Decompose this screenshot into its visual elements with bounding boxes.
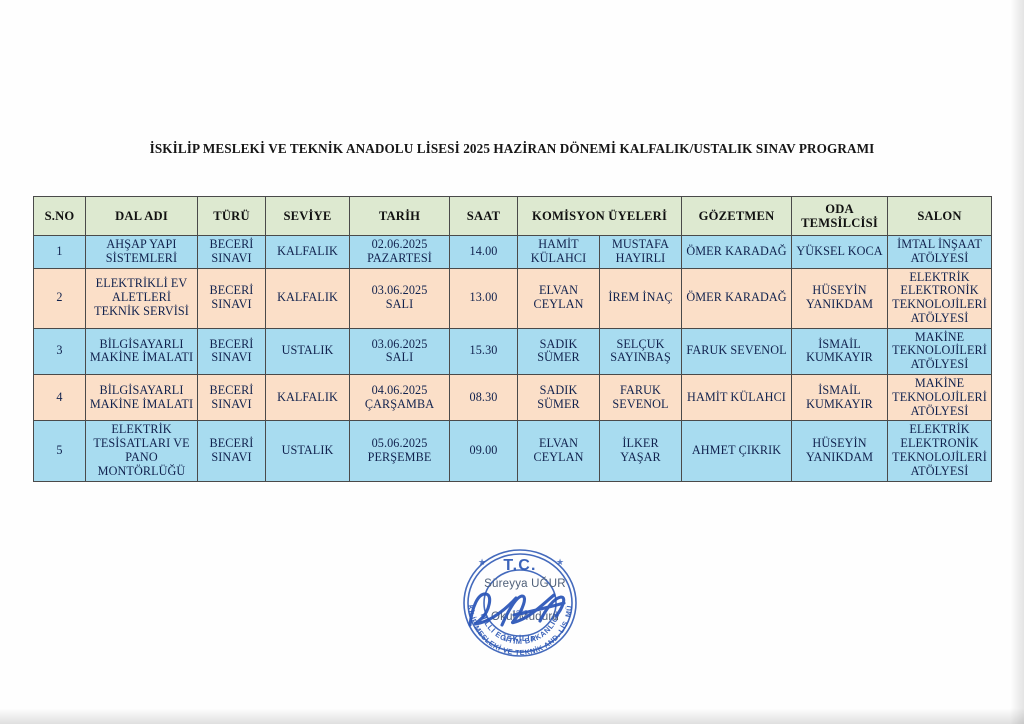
cell-oda-temsilcisi: İSMAİL KUMKAYIR [791, 327, 889, 376]
cell-salon: ELEKTRİK ELEKTRONİK TEKNOLOJİLERİ ATÖLYE… [887, 420, 993, 482]
cell-dal-adi: BİLGİSAYARLI MAKİNE İMALATI [85, 327, 198, 376]
cell-oda-temsilcisi: YÜKSEL KOCA [791, 235, 889, 269]
cell-seviye: USTALIK [265, 420, 350, 482]
column-header-tarih: TARİH [349, 196, 450, 236]
cell-komisyon-uye-2: İLKER YAŞAR [598, 420, 683, 482]
cell-gozetmen: FARUK SEVENOL [681, 327, 793, 376]
cell-dal-adi: ELEKTRİKLİ EV ALETLERİ TEKNİK SERVİSİ [85, 267, 198, 329]
cell-tarih-date: 03.06.2025 [371, 336, 428, 351]
column-header-dal-adi: DAL ADI [85, 196, 198, 236]
cell-turu: BECERİ SINAVI [197, 267, 266, 329]
column-header-gozetmen: GÖZETMEN [681, 196, 793, 236]
cell-seviye: KALFALIK [265, 374, 350, 422]
cell-tarih-date: 02.06.2025 [371, 237, 428, 251]
cell-dal-adi: AHŞAP YAPI SİSTEMLERİ [85, 235, 198, 269]
page-title: İSKİLİP MESLEKİ VE TEKNİK ANADOLU LİSESİ… [149, 141, 875, 156]
cell-seviye: KALFALIK [265, 235, 350, 269]
cell-sno: 3 [33, 327, 86, 376]
column-header-komisyon-uyeleri: KOMİSYON ÜYELERİ [516, 196, 683, 236]
column-header-turu: TÜRÜ [197, 196, 266, 236]
cell-tarih: 05.06.2025 PERŞEMBE [349, 420, 450, 482]
cell-tarih-weekday: ÇARŞAMBA [364, 396, 435, 411]
cell-salon: MAKİNE TEKNOLOJİLERİ ATÖLYESİ [887, 374, 993, 422]
column-header-saat: SAAT [449, 196, 518, 236]
cell-tarih-date: 05.06.2025 [371, 436, 428, 451]
table-row: 3 BİLGİSAYARLI MAKİNE İMALATI BECERİ SINAV… [33, 327, 993, 376]
cell-tarih-weekday: PERŞEMBE [367, 449, 432, 464]
cell-tarih: 02.06.2025 PAZARTESİ [349, 235, 450, 269]
cell-komisyon-uye-1: SADIK SÜMER [517, 327, 600, 376]
cell-komisyon-uye-2: İREM İNAÇ [598, 267, 683, 329]
cell-turu: BECERİ SINAVI [197, 420, 266, 482]
cell-tarih: 03.06.2025 SALI [349, 327, 450, 376]
cell-saat: 13.00 [449, 267, 518, 329]
svg-text:İSKİLİP: İSKİLİP [504, 634, 536, 643]
exam-schedule-table: S.NO DAL ADI TÜRÜ SEVİYE TARİH SAAT KOMİ… [33, 196, 993, 482]
table-header-row: S.NO DAL ADI TÜRÜ SEVİYE TARİH SAAT KOMİ… [33, 196, 993, 236]
cell-komisyon-uye-2: SELÇUK SAYINBAŞ [598, 327, 683, 376]
column-header-oda-temsilcisi: ODA TEMSİLCİSİ [791, 196, 889, 236]
scan-edge-shadow-bottom [0, 708, 1024, 724]
cell-saat: 09.00 [449, 420, 518, 482]
cell-gozetmen: ÖMER KARADAĞ [681, 235, 793, 269]
cell-tarih-weekday: PAZARTESİ [367, 250, 432, 265]
cell-dal-adi: ELEKTRİK TESİSATLARI VE PANO MONTÖRLÜĞÜ [85, 420, 198, 482]
cell-tarih-weekday: SALI [385, 297, 414, 312]
cell-gozetmen: AHMET ÇIKRIK [681, 420, 793, 482]
cell-tarih: 03.06.2025 SALI [349, 267, 450, 329]
cell-komisyon-uye-1: ELVAN CEYLAN [517, 267, 600, 329]
column-header-seviye: SEVİYE [265, 196, 350, 236]
svg-text:T.C.: T.C. [503, 557, 536, 574]
cell-tarih-date: 04.06.2025 [371, 382, 428, 397]
exam-schedule-table-container: S.NO DAL ADI TÜRÜ SEVİYE TARİH SAAT KOMİ… [33, 196, 993, 482]
cell-tarih: 04.06.2025 ÇARŞAMBA [349, 374, 450, 422]
cell-gozetmen: ÖMER KARADAĞ [681, 267, 793, 329]
table-body: 1 AHŞAP YAPI SİSTEMLERİ BECERİ SINAVI KALFA… [33, 235, 993, 482]
handwritten-signature-icon [462, 585, 582, 635]
cell-gozetmen: HAMİT KÜLAHCI [681, 374, 793, 422]
cell-sno: 4 [33, 374, 86, 422]
cell-seviye: KALFALIK [265, 267, 350, 329]
cell-komisyon-uye-1: SADIK SÜMER [517, 374, 600, 422]
cell-komisyon-uye-2: FARUK SEVENOL [598, 374, 683, 422]
official-stamp-block: T.C. MİLLİ EĞİTİM BAKANLIĞI İSKİLİP MESL… [440, 533, 610, 673]
cell-tarih-weekday: SALI [385, 350, 414, 365]
cell-turu: BECERİ SINAVI [197, 374, 266, 422]
cell-salon: MAKİNE TEKNOLOJİLERİ ATÖLYESİ [887, 327, 993, 376]
table-row: 5 ELEKTRİK TESİSATLARI VE PANO MONTÖRLÜĞÜ… [33, 420, 993, 482]
cell-saat: 08.30 [449, 374, 518, 422]
cell-komisyon-uye-1: ELVAN CEYLAN [517, 420, 600, 482]
cell-sno: 1 [33, 235, 86, 269]
scan-edge-shadow-right [1010, 0, 1024, 724]
cell-oda-temsilcisi: İSMAİL KUMKAYIR [791, 374, 889, 422]
cell-salon: İMTAL İNŞAAT ATÖLYESİ [887, 235, 993, 269]
svg-text:★: ★ [556, 557, 564, 567]
cell-komisyon-uye-2: MUSTAFA HAYIRLI [598, 235, 683, 269]
cell-turu: BECERİ SINAVI [197, 327, 266, 376]
table-row: 4 BİLGİSAYARLI MAKİNE İMALATI BECERİ SINAV… [33, 374, 993, 422]
column-header-salon: SALON [887, 196, 993, 236]
column-header-sno: S.NO [33, 196, 86, 236]
table-row: 2 ELEKTRİKLİ EV ALETLERİ TEKNİK SERVİSİ BE… [33, 267, 993, 329]
cell-seviye: USTALIK [265, 327, 350, 376]
table-header: S.NO DAL ADI TÜRÜ SEVİYE TARİH SAAT KOMİ… [33, 196, 993, 236]
cell-salon: ELEKTRİK ELEKTRONİK TEKNOLOJİLERİ ATÖLYE… [887, 267, 993, 329]
cell-oda-temsilcisi: HÜSEYİN YANIKDAM [791, 420, 889, 482]
cell-sno: 5 [33, 420, 86, 482]
cell-saat: 15.30 [449, 327, 518, 376]
cell-dal-adi: BİLGİSAYARLI MAKİNE İMALATI [85, 374, 198, 422]
cell-sno: 2 [33, 267, 86, 329]
table-row: 1 AHŞAP YAPI SİSTEMLERİ BECERİ SINAVI KALFA… [33, 235, 993, 269]
cell-oda-temsilcisi: HÜSEYİN YANIKDAM [791, 267, 889, 329]
cell-turu: BECERİ SINAVI [197, 235, 266, 269]
cell-tarih-date: 03.06.2025 [371, 283, 428, 298]
cell-komisyon-uye-1: HAMİT KÜLAHCI [517, 235, 600, 269]
cell-saat: 14.00 [449, 235, 518, 269]
svg-text:★: ★ [478, 557, 486, 567]
signer-name: Süreyya UĞUR [484, 578, 566, 590]
